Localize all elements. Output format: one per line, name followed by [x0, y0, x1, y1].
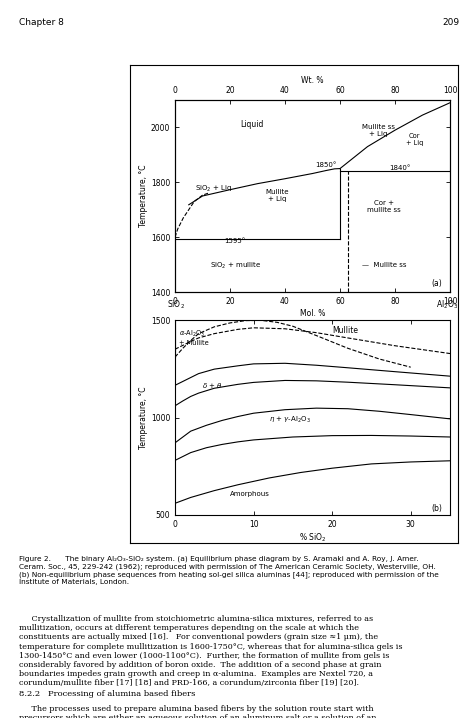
Text: —  Mullite ss: — Mullite ss: [362, 262, 407, 269]
Text: SiO$_2$ + mullite: SiO$_2$ + mullite: [210, 261, 261, 271]
Text: $\delta$ + $\theta$: $\delta$ + $\theta$: [202, 381, 223, 390]
Text: SiO$_2$: SiO$_2$: [167, 299, 185, 312]
Y-axis label: Temperature, °C: Temperature, °C: [139, 386, 148, 449]
Text: Liquid: Liquid: [240, 121, 264, 129]
Text: $\alpha$-Al$_2$O$_3$
+ Mullite: $\alpha$-Al$_2$O$_3$ + Mullite: [179, 329, 209, 346]
Text: Cor +
mullite ss: Cor + mullite ss: [367, 200, 401, 213]
Text: Al$_2$O$_3$: Al$_2$O$_3$: [436, 299, 458, 312]
Text: (a): (a): [431, 279, 442, 288]
Text: The processes used to prepare alumina based fibers by the solution route start w: The processes used to prepare alumina ba…: [19, 705, 404, 718]
Text: Cor
+ Liq: Cor + Liq: [406, 134, 423, 146]
Text: 1595°: 1595°: [225, 238, 246, 244]
Text: 1850°: 1850°: [315, 162, 337, 168]
Text: Figure 2.      The binary Al₂O₃-SiO₂ system. (a) Equilibrium phase diagram by S.: Figure 2. The binary Al₂O₃-SiO₂ system. …: [19, 556, 439, 584]
X-axis label: % SiO$_2$: % SiO$_2$: [299, 531, 326, 544]
Text: Chapter 8: Chapter 8: [19, 18, 64, 27]
Text: 8.2.2   Processing of alumina based fibers: 8.2.2 Processing of alumina based fibers: [19, 690, 195, 698]
Text: Mullite ss
+ Liq: Mullite ss + Liq: [362, 123, 395, 136]
Text: 1840°: 1840°: [390, 165, 411, 171]
X-axis label: Wt. %: Wt. %: [301, 76, 324, 85]
Text: 209: 209: [443, 18, 460, 27]
Text: (b): (b): [431, 504, 442, 513]
Text: Crystallization of mullite from stoichiometric alumina-silica mixtures, referred: Crystallization of mullite from stoichio…: [19, 615, 402, 687]
Text: SiO$_2$ + Liq: SiO$_2$ + Liq: [195, 184, 232, 195]
Text: Mullite
+ Liq: Mullite + Liq: [265, 190, 289, 202]
Y-axis label: Temperature, °C: Temperature, °C: [139, 164, 148, 228]
Text: Mullite: Mullite: [332, 326, 358, 335]
Text: $\eta$ + $\gamma$-Al$_2$O$_3$: $\eta$ + $\gamma$-Al$_2$O$_3$: [269, 415, 311, 425]
X-axis label: Mol. %: Mol. %: [300, 309, 325, 317]
Text: Amorphous: Amorphous: [230, 492, 270, 498]
